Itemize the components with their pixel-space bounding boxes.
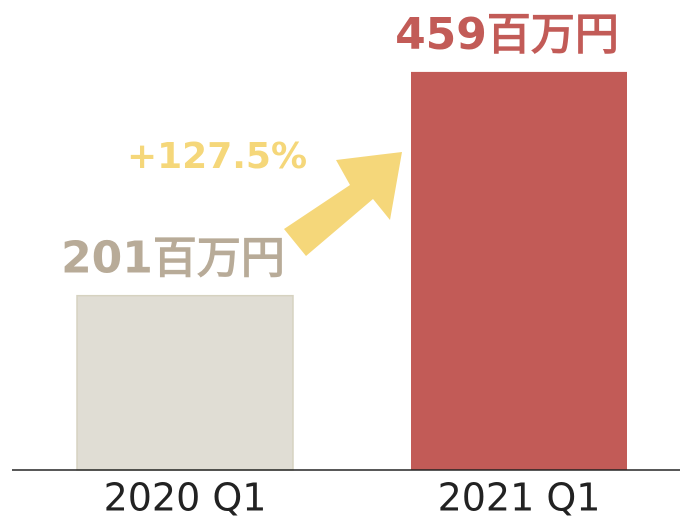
value-label: 201百万円 [61,233,285,284]
bar [76,294,294,471]
growth-arrow [284,152,402,256]
x-tick-label: 2021 Q1 [438,476,601,519]
bar [411,71,627,471]
x-tick-label: 2020 Q1 [104,476,267,519]
annotation: +127.5% [127,136,307,177]
value-label: 459百万円 [395,9,619,60]
